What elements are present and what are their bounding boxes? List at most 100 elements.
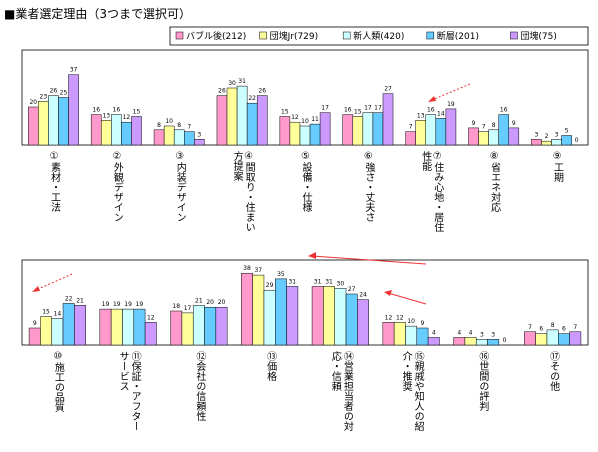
data-label: 4 (432, 329, 436, 336)
x-tick-label: ②外観デザイン (111, 151, 123, 222)
x-tick-label: ⑩施工の品質 (52, 351, 64, 412)
data-label: 4 (457, 329, 461, 336)
bar (236, 85, 248, 146)
data-label: 9 (421, 320, 425, 327)
bar (487, 339, 500, 346)
bar (263, 289, 276, 346)
bar (334, 288, 347, 346)
data-label: 6 (562, 326, 566, 333)
bar (299, 125, 311, 146)
bar (508, 127, 520, 146)
bar (405, 131, 416, 146)
bar (68, 74, 79, 146)
bar (192, 305, 205, 346)
data-label: 38 (243, 265, 251, 272)
data-label: 19 (113, 301, 121, 308)
legend-label: 断層(201) (437, 30, 479, 42)
bar (110, 308, 123, 346)
bar (372, 112, 384, 146)
bar (90, 114, 102, 146)
x-tick-label: ⑬価格 (264, 351, 276, 381)
bar (551, 139, 562, 146)
data-label: 9 (512, 120, 516, 127)
data-label: 7 (573, 324, 577, 331)
bar (362, 112, 374, 146)
legend-box (169, 26, 589, 46)
x-tick-label: ③内装デザイン (174, 151, 186, 222)
data-label: 24 (359, 292, 367, 299)
data-label: 6 (539, 326, 543, 333)
bar (173, 129, 185, 146)
bar (170, 310, 183, 346)
bar (131, 116, 142, 146)
bar (153, 129, 165, 146)
bar (425, 114, 437, 146)
data-label: 8 (177, 122, 181, 129)
bar (275, 278, 287, 346)
data-label: 19 (124, 301, 132, 308)
annotation-arrow-head (32, 286, 40, 292)
bar (498, 114, 510, 146)
bar (163, 125, 175, 146)
data-label: 15 (42, 309, 50, 316)
x-tick-label: ⑪保証・アフターサービス (117, 351, 141, 431)
x-tick-label: ①素材・工法 (48, 151, 60, 212)
data-label: 0 (575, 137, 579, 144)
data-label: 11 (311, 116, 319, 123)
data-label: 35 (277, 271, 285, 278)
legend-swatch (426, 31, 435, 40)
data-label: 8 (492, 122, 496, 129)
data-label: 3 (535, 131, 539, 138)
data-label: 8 (551, 322, 555, 329)
data-label: 26 (258, 88, 266, 95)
bar (194, 139, 205, 146)
data-label: 12 (291, 114, 299, 121)
bar (121, 121, 132, 146)
bar (181, 312, 194, 346)
bar (51, 318, 64, 346)
bar (475, 339, 488, 346)
data-label: 27 (384, 86, 392, 93)
x-tick-label: ⑭営業担当者の対応・信頼 (329, 351, 353, 431)
legend-label: バブル後(212) (186, 30, 246, 42)
data-label: 16 (427, 107, 435, 114)
bar (541, 140, 552, 146)
data-label: 31 (238, 78, 246, 85)
data-label: 17 (364, 105, 372, 112)
data-label: 12 (385, 314, 393, 321)
bar (40, 316, 52, 346)
annotation-arrow (35, 273, 73, 291)
data-label: 12 (396, 314, 404, 321)
bar (453, 337, 466, 346)
bar (558, 333, 570, 346)
legend-swatch (510, 31, 518, 40)
x-tick-label: ⑰その他 (547, 351, 559, 391)
bar (279, 116, 291, 146)
bar (415, 120, 426, 146)
bar (323, 286, 335, 346)
bar (215, 306, 228, 346)
data-label: 13 (102, 112, 110, 119)
bar (531, 139, 542, 146)
data-label: 9 (472, 120, 476, 127)
bar (546, 329, 559, 346)
x-tick-label: ⑫会社の信頼性 (193, 351, 205, 421)
data-label: 16 (500, 107, 508, 114)
data-label: 17 (184, 305, 192, 312)
bar (286, 286, 299, 346)
annotation-arrow (431, 83, 471, 101)
bar (445, 108, 457, 146)
data-label: 26 (218, 88, 226, 95)
x-tick-label: ⑥強さ・丈夫さ (362, 151, 374, 222)
bar (405, 325, 418, 346)
data-label: 4 (469, 329, 473, 336)
data-label: 7 (482, 124, 486, 131)
bar (468, 127, 479, 146)
data-label: 14 (54, 311, 62, 318)
bar (524, 331, 536, 346)
data-label: 22 (65, 295, 73, 302)
annotation-arrow (387, 292, 427, 305)
data-label: 14 (437, 110, 445, 117)
